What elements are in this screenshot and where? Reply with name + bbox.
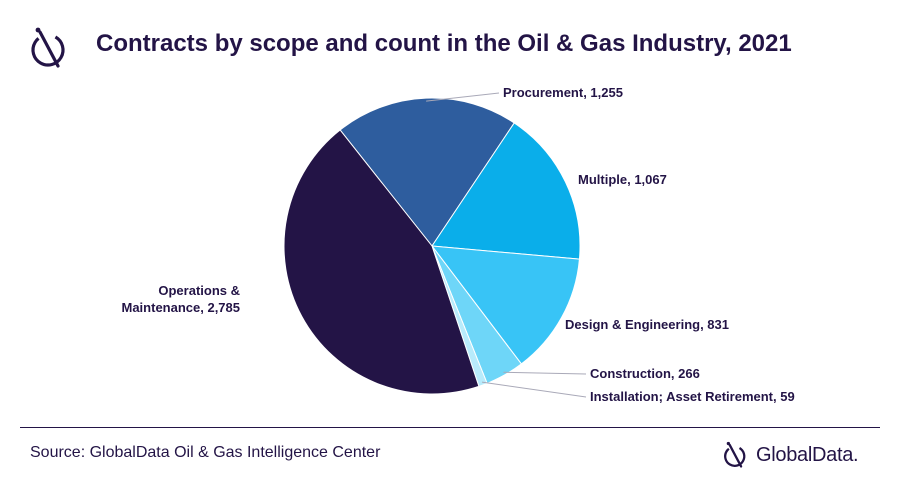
data-label: Procurement, 1,255 bbox=[503, 85, 623, 100]
brand-name: GlobalData. bbox=[756, 444, 859, 466]
pie-slice-operations-maintenance bbox=[283, 129, 480, 395]
pie-chart-svg: Operations & Maintenance, 2,785 Procuremen… bbox=[122, 85, 795, 404]
data-label: Operations & Maintenance, 2,785 bbox=[122, 283, 241, 315]
globaldata-logo-icon bbox=[31, 27, 65, 68]
globaldata-mark-icon bbox=[724, 441, 746, 468]
pie-slice-procurement bbox=[339, 97, 515, 247]
leader-line bbox=[503, 371, 587, 375]
chart-title: Contracts by scope and count in the Oil … bbox=[96, 30, 792, 57]
leader-line bbox=[481, 381, 587, 398]
brand-logo: GlobalData. bbox=[722, 440, 882, 472]
pie-slice-design-engineering bbox=[430, 245, 580, 365]
pie-chart: Operations & Maintenance, 2,785 Procuremen… bbox=[0, 80, 900, 420]
data-label: Multiple, 1,067 bbox=[578, 172, 667, 187]
data-label: Installation; Asset Retirement, 59 bbox=[590, 389, 795, 404]
header: Contracts by scope and count in the Oil … bbox=[0, 0, 900, 90]
source-note: Source: GlobalData Oil & Gas Intelligenc… bbox=[30, 444, 381, 461]
data-label: Construction, 266 bbox=[590, 366, 700, 381]
data-label: Design & Engineering, 831 bbox=[565, 317, 729, 332]
pie-slice-multiple bbox=[431, 122, 581, 260]
footer-divider bbox=[20, 427, 880, 428]
leader-line bbox=[426, 92, 500, 102]
